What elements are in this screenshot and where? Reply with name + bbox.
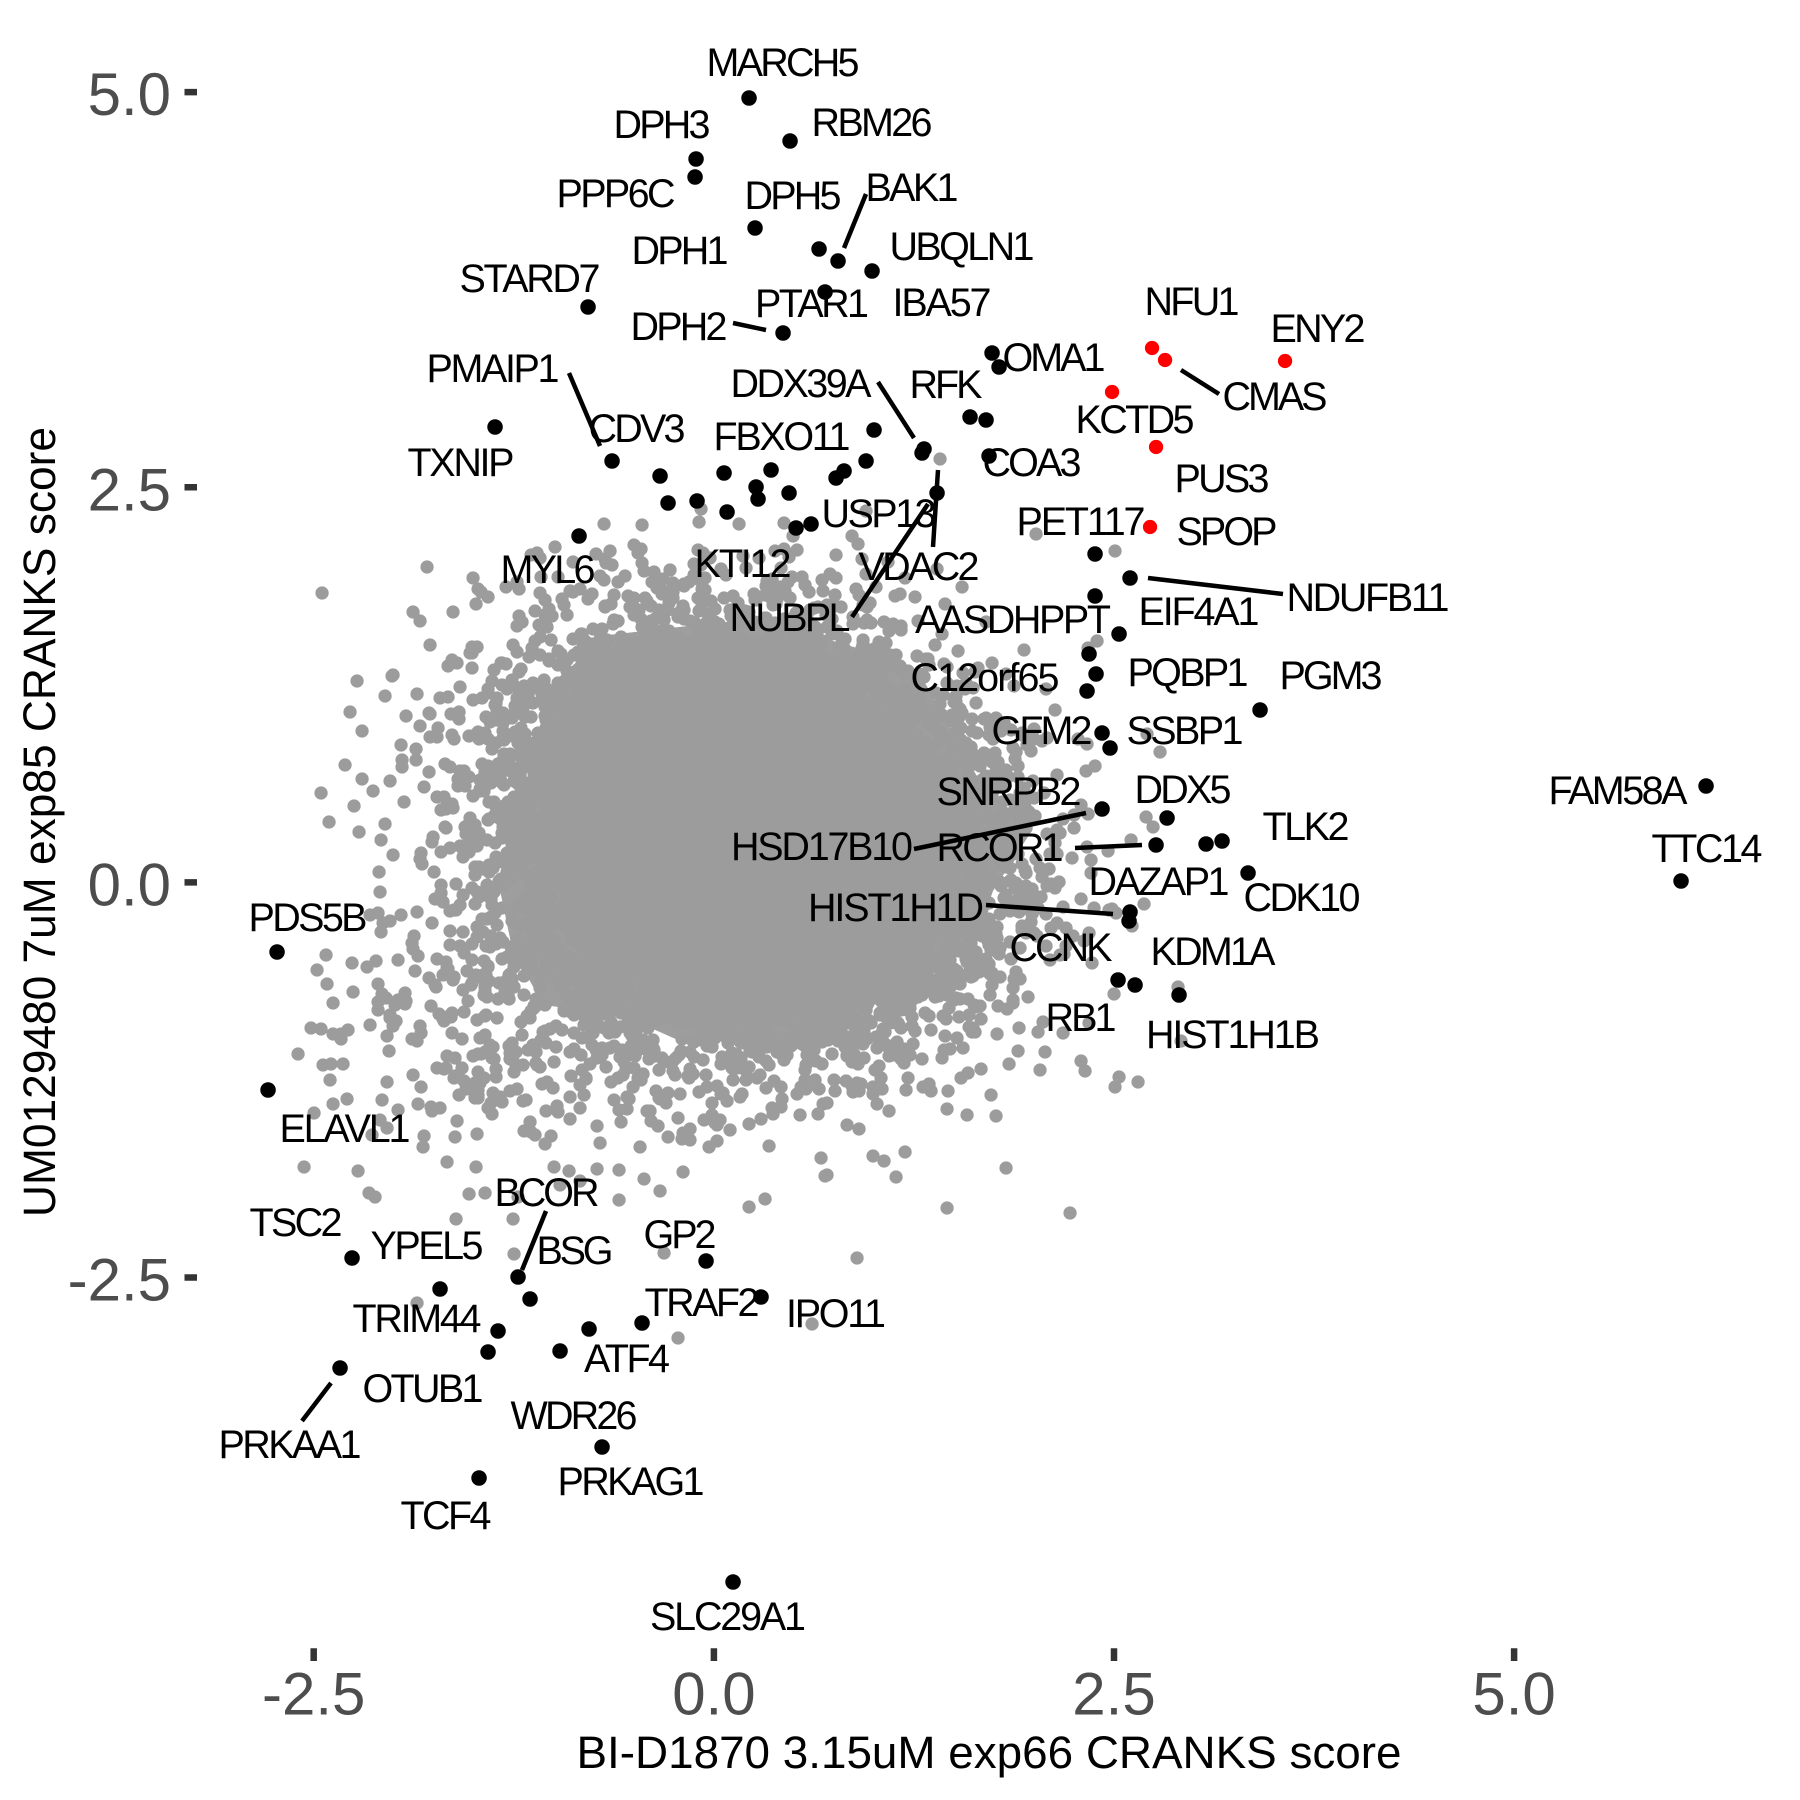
svg-text:ATF4: ATF4	[584, 1337, 670, 1381]
svg-text:GP2: GP2	[644, 1213, 717, 1257]
svg-text:EIF4A1: EIF4A1	[1139, 590, 1260, 634]
svg-text:COA3: COA3	[983, 441, 1082, 485]
svg-text:DPH1: DPH1	[632, 229, 729, 273]
svg-text:DPH2: DPH2	[631, 305, 728, 349]
svg-text:PQBP1: PQBP1	[1128, 651, 1249, 695]
svg-text:BAK1: BAK1	[866, 166, 959, 210]
svg-text:CCNK: CCNK	[1010, 926, 1113, 970]
svg-text:-2.5: -2.5	[68, 1247, 171, 1314]
svg-text:TCF4: TCF4	[401, 1494, 492, 1538]
svg-text:WDR26: WDR26	[511, 1394, 638, 1438]
svg-text:PGM3: PGM3	[1280, 654, 1383, 698]
svg-text:PMAIP1: PMAIP1	[427, 347, 560, 391]
svg-text:PRKAA1: PRKAA1	[219, 1423, 362, 1467]
svg-text:-2.5: -2.5	[262, 1661, 365, 1728]
svg-text:CDK10: CDK10	[1244, 876, 1361, 920]
svg-text:PTAR1: PTAR1	[755, 282, 869, 326]
svg-text:DDX39A: DDX39A	[731, 362, 873, 406]
svg-text:GFM2: GFM2	[992, 709, 1093, 753]
svg-text:NUBPL: NUBPL	[730, 596, 851, 640]
svg-text:KDM1A: KDM1A	[1151, 930, 1277, 974]
svg-text:NFU1: NFU1	[1145, 280, 1240, 324]
svg-text:0.0: 0.0	[672, 1661, 755, 1728]
svg-text:PRKAG1: PRKAG1	[558, 1460, 705, 1504]
svg-text:FAM58A: FAM58A	[1549, 769, 1689, 813]
svg-text:BSG: BSG	[537, 1229, 614, 1273]
svg-text:2.5: 2.5	[1072, 1661, 1155, 1728]
svg-text:USP13: USP13	[822, 492, 937, 536]
svg-text:RB1: RB1	[1046, 996, 1117, 1040]
svg-text:HIST1H1D: HIST1H1D	[808, 886, 984, 930]
svg-text:PET117: PET117	[1017, 500, 1146, 544]
svg-text:IBA57: IBA57	[893, 281, 992, 325]
svg-text:DDX5: DDX5	[1135, 768, 1232, 812]
svg-text:TLK2: TLK2	[1263, 805, 1350, 849]
svg-text:VDAC2: VDAC2	[859, 545, 980, 589]
svg-text:SPOP: SPOP	[1177, 510, 1278, 554]
svg-text:PUS3: PUS3	[1175, 457, 1270, 501]
svg-text:ENY2: ENY2	[1271, 307, 1366, 351]
svg-text:RFK: RFK	[910, 363, 983, 407]
svg-text:2.5: 2.5	[88, 456, 171, 523]
svg-text:5.0: 5.0	[1472, 1661, 1555, 1728]
svg-text:TTC14: TTC14	[1652, 827, 1763, 871]
svg-text:SSBP1: SSBP1	[1127, 709, 1244, 753]
svg-text:5.0: 5.0	[88, 61, 171, 128]
svg-text:TSC2: TSC2	[250, 1201, 343, 1245]
svg-text:HIST1H1B: HIST1H1B	[1146, 1013, 1320, 1057]
svg-text:KTI12: KTI12	[695, 542, 792, 586]
svg-text:HSD17B10: HSD17B10	[731, 825, 913, 869]
svg-text:UBQLN1: UBQLN1	[890, 225, 1035, 269]
svg-text:STARD7: STARD7	[460, 257, 601, 301]
svg-text:UM0129480 7uM exp85 CRANKS sco: UM0129480 7uM exp85 CRANKS score	[14, 427, 65, 1217]
svg-text:RCOR1: RCOR1	[937, 826, 1064, 870]
svg-text:PPP6C: PPP6C	[557, 172, 676, 216]
svg-text:TRAF2: TRAF2	[645, 1281, 760, 1325]
svg-text:0.0: 0.0	[88, 851, 171, 918]
svg-text:NDUFB11: NDUFB11	[1287, 576, 1450, 620]
svg-text:FBXO11: FBXO11	[714, 415, 851, 459]
svg-text:MARCH5: MARCH5	[707, 41, 860, 85]
svg-text:ELAVL1: ELAVL1	[280, 1107, 411, 1151]
svg-text:CMAS: CMAS	[1223, 375, 1328, 419]
svg-text:KCTD5: KCTD5	[1076, 398, 1195, 442]
svg-text:TRIM44: TRIM44	[353, 1297, 482, 1341]
svg-text:RBM26: RBM26	[812, 101, 933, 145]
svg-text:DPH3: DPH3	[614, 103, 711, 147]
svg-text:OTUB1: OTUB1	[363, 1367, 484, 1411]
svg-text:CDV3: CDV3	[589, 407, 686, 451]
svg-text:AASDHPPT: AASDHPPT	[915, 598, 1111, 642]
svg-text:SLC29A1: SLC29A1	[650, 1595, 806, 1639]
svg-text:DPH5: DPH5	[745, 174, 842, 218]
svg-text:BI-D1870 3.15uM exp66 CRANKS s: BI-D1870 3.15uM exp66 CRANKS score	[577, 1727, 1402, 1778]
svg-text:OMA1: OMA1	[1003, 336, 1106, 380]
svg-text:YPEL5: YPEL5	[371, 1224, 484, 1268]
svg-text:TXNIP: TXNIP	[408, 441, 515, 485]
svg-text:MYL6: MYL6	[501, 548, 596, 592]
svg-text:PDS5B: PDS5B	[249, 896, 368, 940]
svg-text:IPO11: IPO11	[786, 1292, 886, 1336]
svg-text:DAZAP1: DAZAP1	[1089, 860, 1230, 904]
svg-text:BCOR: BCOR	[495, 1171, 600, 1215]
svg-text:SNRPB2: SNRPB2	[937, 770, 1082, 814]
svg-text:C12orf65: C12orf65	[911, 656, 1060, 700]
